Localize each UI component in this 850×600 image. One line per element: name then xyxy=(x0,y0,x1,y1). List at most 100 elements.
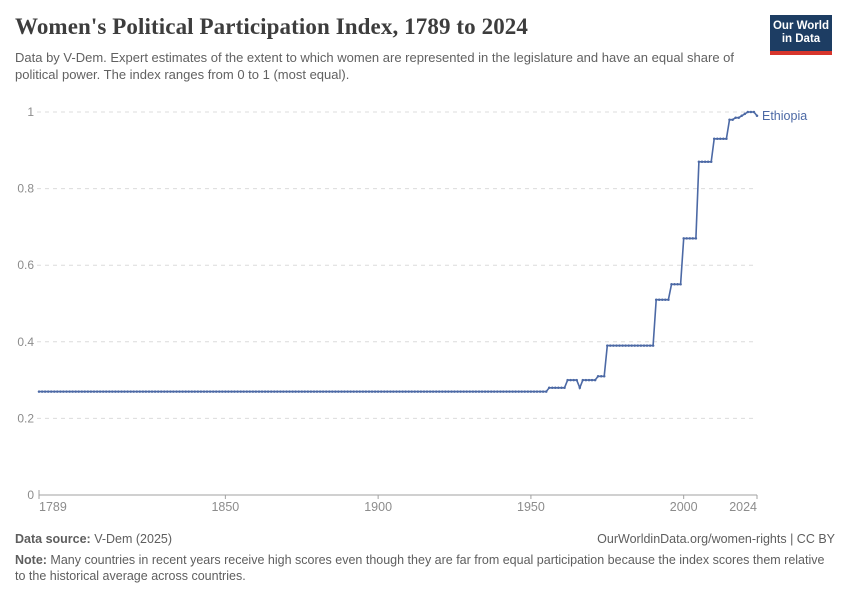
year-marker xyxy=(477,390,481,393)
year-marker xyxy=(685,237,688,240)
year-marker xyxy=(404,390,407,393)
year-marker xyxy=(746,110,750,114)
year-marker xyxy=(62,390,65,393)
year-marker xyxy=(703,160,707,164)
entity-label[interactable]: Ethiopia xyxy=(762,109,807,123)
year-marker xyxy=(572,378,575,382)
year-marker xyxy=(575,378,578,382)
rights-link[interactable]: OurWorldinData.org/women-rights | CC BY xyxy=(597,532,835,546)
year-marker xyxy=(245,390,249,393)
y-tick-label: 0.8 xyxy=(17,182,34,196)
year-marker xyxy=(92,390,96,393)
year-marker xyxy=(297,390,300,393)
y-tick-label: 0.6 xyxy=(17,258,34,272)
page-title: Women's Political Participation Index, 1… xyxy=(15,14,528,39)
year-marker xyxy=(389,390,392,393)
chart-footer: Data source: V-Dem (2025) OurWorldinData… xyxy=(15,531,835,584)
year-marker xyxy=(181,390,184,393)
year-marker xyxy=(224,390,227,393)
year-marker xyxy=(584,378,588,382)
x-tick-label: 2000 xyxy=(670,500,698,514)
year-marker xyxy=(700,160,704,164)
year-marker xyxy=(453,390,456,393)
year-marker xyxy=(431,390,435,393)
year-marker xyxy=(337,390,340,393)
year-marker xyxy=(98,390,102,393)
year-marker xyxy=(373,390,377,393)
chart-subtitle: Data by V-Dem. Expert estimates of the e… xyxy=(15,50,735,82)
year-marker xyxy=(691,237,695,240)
x-tick-label: 1850 xyxy=(211,500,239,514)
year-marker xyxy=(719,137,722,141)
year-marker xyxy=(211,390,215,393)
year-marker xyxy=(743,112,747,116)
year-marker xyxy=(667,298,670,301)
y-tick-label: 0.2 xyxy=(17,411,34,425)
year-marker xyxy=(355,390,359,393)
year-marker xyxy=(602,375,606,378)
year-marker xyxy=(468,390,472,393)
year-marker xyxy=(80,390,84,393)
x-tick-label: 2024 xyxy=(729,500,757,514)
year-marker xyxy=(276,390,279,393)
year-marker xyxy=(288,390,291,393)
year-marker xyxy=(120,390,123,393)
data-line[interactable] xyxy=(39,111,758,393)
year-marker xyxy=(425,390,429,393)
year-marker xyxy=(40,390,44,393)
year-marker xyxy=(340,390,343,393)
year-marker xyxy=(694,237,698,240)
year-marker xyxy=(132,390,135,393)
owid-logo[interactable]: Our World in Data xyxy=(770,15,832,55)
year-marker xyxy=(428,390,432,393)
chart-header: Women's Political Participation Index, 1… xyxy=(15,14,755,83)
year-marker xyxy=(202,390,206,393)
year-marker xyxy=(89,390,93,393)
year-marker xyxy=(251,390,255,393)
year-marker xyxy=(410,390,413,393)
year-marker xyxy=(343,390,346,393)
year-marker xyxy=(114,390,117,393)
year-marker xyxy=(664,298,667,301)
year-marker xyxy=(193,390,197,393)
year-marker xyxy=(37,390,41,393)
year-marker xyxy=(273,390,276,393)
year-marker xyxy=(56,390,59,393)
year-marker xyxy=(523,390,527,393)
year-marker xyxy=(676,283,679,286)
year-marker xyxy=(581,378,585,382)
year-marker xyxy=(184,390,187,393)
year-marker xyxy=(749,110,753,114)
year-marker xyxy=(712,137,716,141)
year-marker xyxy=(737,116,740,119)
year-marker xyxy=(554,386,557,390)
year-marker xyxy=(108,390,111,393)
year-marker xyxy=(126,390,129,393)
year-marker xyxy=(361,390,365,393)
year-marker xyxy=(221,390,224,393)
year-marker xyxy=(334,390,337,393)
year-marker xyxy=(383,390,386,393)
year-marker xyxy=(462,390,465,393)
year-marker xyxy=(401,390,404,393)
year-marker xyxy=(49,390,53,393)
year-marker xyxy=(529,390,533,393)
year-marker xyxy=(419,390,423,393)
year-marker xyxy=(657,298,661,301)
data-source-label: Data source: xyxy=(15,532,91,546)
year-marker xyxy=(135,390,139,393)
year-marker xyxy=(77,390,80,393)
year-marker xyxy=(175,390,178,393)
year-marker xyxy=(214,390,218,393)
year-marker xyxy=(688,237,692,240)
year-marker xyxy=(716,137,719,141)
year-marker xyxy=(645,344,649,347)
year-marker xyxy=(679,283,682,286)
y-tick-label: 0 xyxy=(27,488,34,502)
y-tick-label: 0.4 xyxy=(17,335,34,349)
year-marker xyxy=(260,390,264,393)
year-marker xyxy=(615,344,618,347)
year-marker xyxy=(101,390,105,393)
year-marker xyxy=(441,390,444,393)
x-tick-label: 1950 xyxy=(517,500,545,514)
